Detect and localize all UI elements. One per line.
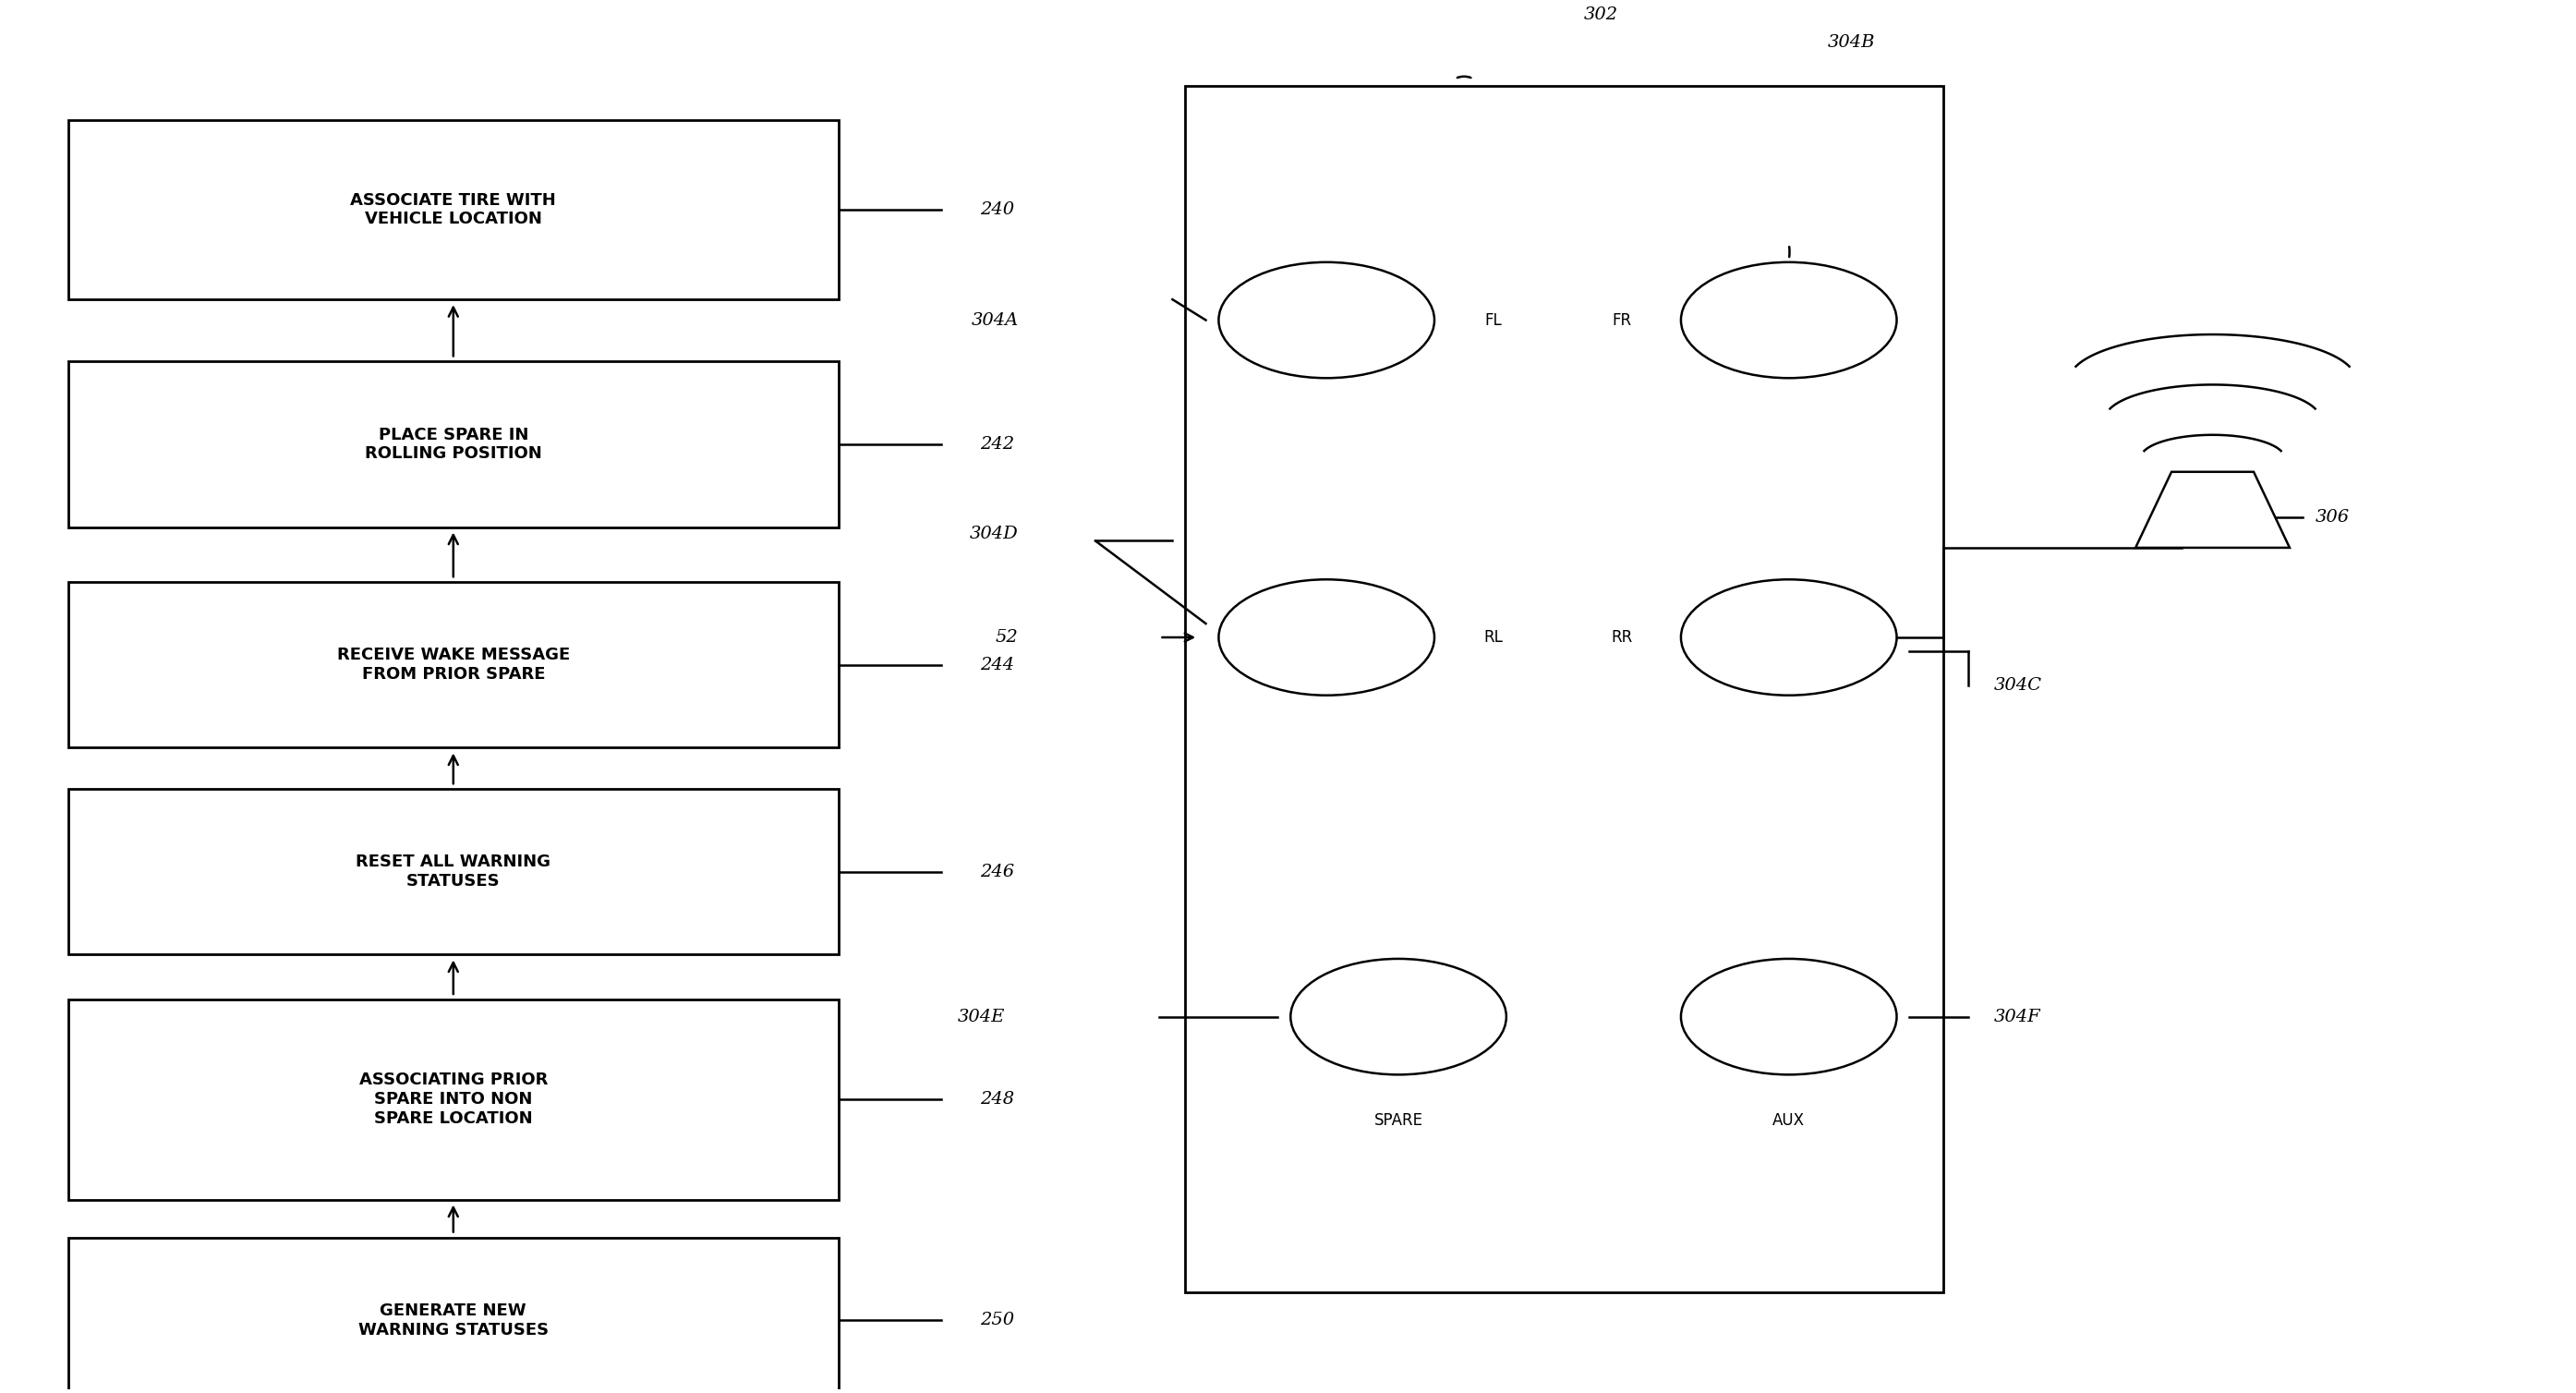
- FancyBboxPatch shape: [1185, 85, 1942, 1293]
- Circle shape: [1291, 958, 1507, 1074]
- Text: RESET ALL WARNING
STATUSES: RESET ALL WARNING STATUSES: [355, 854, 551, 890]
- Circle shape: [1682, 958, 1896, 1074]
- Text: 304C: 304C: [1994, 677, 2043, 694]
- Text: FR: FR: [1613, 312, 1631, 329]
- Polygon shape: [2136, 472, 2290, 547]
- Text: FL: FL: [1484, 312, 1502, 329]
- Text: 304B: 304B: [1826, 35, 1875, 52]
- Text: 240: 240: [979, 202, 1015, 219]
- FancyBboxPatch shape: [67, 1237, 840, 1393]
- Text: 302: 302: [1584, 7, 1618, 24]
- Text: 246: 246: [979, 864, 1015, 880]
- Text: 304D: 304D: [969, 525, 1018, 542]
- Text: 52: 52: [994, 630, 1018, 646]
- Text: SPARE: SPARE: [1373, 1112, 1422, 1128]
- Text: ASSOCIATING PRIOR
SPARE INTO NON
SPARE LOCATION: ASSOCIATING PRIOR SPARE INTO NON SPARE L…: [358, 1073, 549, 1127]
- Text: ASSOCIATE TIRE WITH
VEHICLE LOCATION: ASSOCIATE TIRE WITH VEHICLE LOCATION: [350, 192, 556, 227]
- Text: 304A: 304A: [971, 312, 1018, 329]
- FancyBboxPatch shape: [67, 582, 840, 748]
- Text: 242: 242: [979, 436, 1015, 453]
- Circle shape: [1682, 579, 1896, 695]
- Circle shape: [1218, 579, 1435, 695]
- Text: 244: 244: [979, 656, 1015, 673]
- Text: GENERATE NEW
WARNING STATUSES: GENERATE NEW WARNING STATUSES: [358, 1302, 549, 1339]
- Text: RL: RL: [1484, 630, 1504, 646]
- Text: 248: 248: [979, 1091, 1015, 1107]
- Text: RR: RR: [1610, 630, 1633, 646]
- Text: 304E: 304E: [958, 1009, 1005, 1025]
- Circle shape: [1218, 262, 1435, 378]
- Text: RECEIVE WAKE MESSAGE
FROM PRIOR SPARE: RECEIVE WAKE MESSAGE FROM PRIOR SPARE: [337, 646, 569, 683]
- FancyBboxPatch shape: [67, 120, 840, 299]
- FancyBboxPatch shape: [67, 788, 840, 954]
- Text: AUX: AUX: [1772, 1112, 1806, 1128]
- Text: PLACE SPARE IN
ROLLING POSITION: PLACE SPARE IN ROLLING POSITION: [366, 426, 541, 462]
- Circle shape: [1682, 262, 1896, 378]
- Text: 250: 250: [979, 1312, 1015, 1329]
- Text: 304F: 304F: [1994, 1009, 2040, 1025]
- FancyBboxPatch shape: [67, 362, 840, 527]
- Text: 306: 306: [2316, 508, 2349, 525]
- FancyBboxPatch shape: [67, 999, 840, 1199]
